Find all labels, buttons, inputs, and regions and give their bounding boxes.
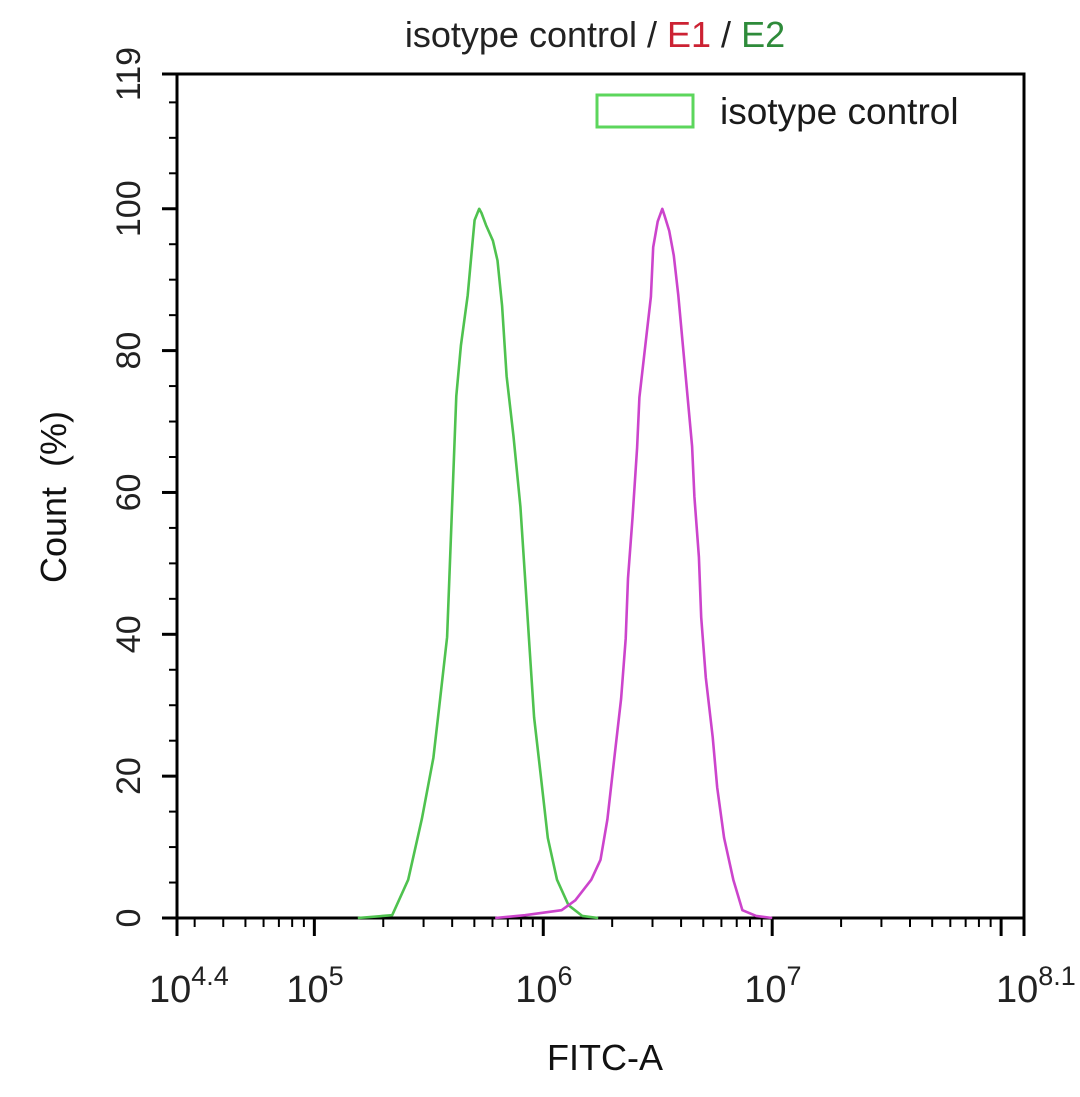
y-axis-label: Count (%) <box>33 411 74 583</box>
y-tick-label: 20 <box>110 757 148 795</box>
title-part-0: isotype control / <box>405 14 667 55</box>
histogram-curves <box>357 207 773 920</box>
y-tick-label: 60 <box>110 474 148 512</box>
plot-frame <box>175 72 1026 920</box>
chart-title: isotype control / E1 / E2 <box>405 14 785 55</box>
y-tick-label: 80 <box>110 332 148 370</box>
legend-label-isotype-control: isotype control <box>720 91 959 132</box>
series-curve-0 <box>357 207 599 920</box>
x-tick-label: 104.4 <box>149 961 229 1011</box>
title-part-1: E1 <box>667 14 711 55</box>
legend: isotype control <box>595 91 959 132</box>
legend-swatch-isotype-control <box>595 93 695 129</box>
x-axis-label: FITC-A <box>547 1037 663 1078</box>
y-tick-label: 100 <box>110 180 148 237</box>
y-tick-label: 0 <box>110 909 148 928</box>
x-axis: 104.4 105 106 107 108.1 <box>149 918 1076 1011</box>
y-tick-label: 119 <box>110 47 148 101</box>
title-part-2: / <box>711 14 741 55</box>
y-tick-label: 40 <box>110 615 148 653</box>
x-tick-label: 106 <box>515 961 572 1011</box>
x-tick-label: 107 <box>744 961 801 1011</box>
x-tick-label: 105 <box>286 961 343 1011</box>
title-part-3: E2 <box>741 14 785 55</box>
series-curve-1 <box>495 207 773 920</box>
y-axis: 0 20 40 60 80 100 119 <box>110 47 177 928</box>
x-tick-label: 108.1 <box>996 961 1076 1011</box>
